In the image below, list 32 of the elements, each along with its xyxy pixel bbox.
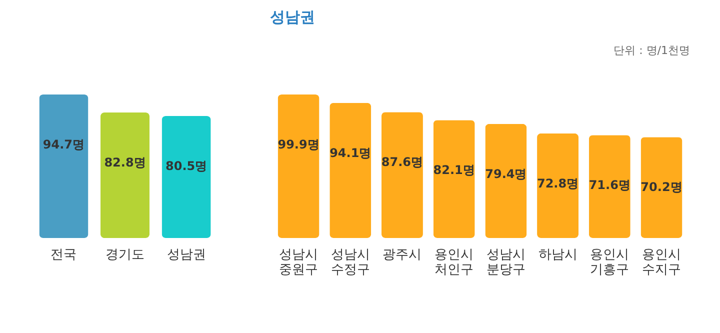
data-label: 99.9명 — [278, 138, 320, 152]
x-tick-label: 광주시 — [382, 248, 422, 262]
data-label: 94.7명 — [42, 138, 85, 152]
x-tick-label: 용인시 수지구 — [642, 248, 681, 278]
data-label: 82.1명 — [433, 163, 475, 178]
data-label: 82.8명 — [104, 156, 146, 170]
bar — [381, 112, 423, 238]
x-tick-label: 하남시 — [538, 248, 578, 262]
data-label: 80.5명 — [165, 159, 208, 174]
x-tick-label: 경기도 — [106, 248, 144, 262]
data-label: 72.8명 — [536, 176, 579, 190]
bar — [588, 135, 630, 238]
x-tick-label: 성남시 중원구 — [279, 248, 318, 278]
bar — [640, 137, 682, 238]
x-tick-label: 용인시 기흥구 — [590, 248, 630, 278]
x-tick-label: 성남시 분당구 — [486, 248, 526, 278]
x-tick-label: 성남권 — [166, 248, 206, 262]
bar — [278, 94, 320, 238]
chart-title: 성남권 — [270, 8, 315, 26]
bar — [537, 133, 579, 238]
data-label: 87.6명 — [381, 155, 424, 170]
bar — [330, 102, 372, 238]
x-tick-label: 전국 — [50, 248, 77, 262]
data-label: 94.1명 — [330, 146, 372, 160]
bar — [433, 120, 475, 238]
data-label: 71.6명 — [588, 178, 630, 192]
data-label: 79.4명 — [485, 166, 527, 181]
bar — [485, 124, 527, 238]
data-label: 70.2명 — [640, 180, 682, 194]
text: 단위 : 명/1천명 — [614, 44, 690, 57]
x-tick-label: 용인시 처인구 — [434, 248, 474, 278]
x-tick-label: 성남시 수정구 — [330, 248, 370, 278]
